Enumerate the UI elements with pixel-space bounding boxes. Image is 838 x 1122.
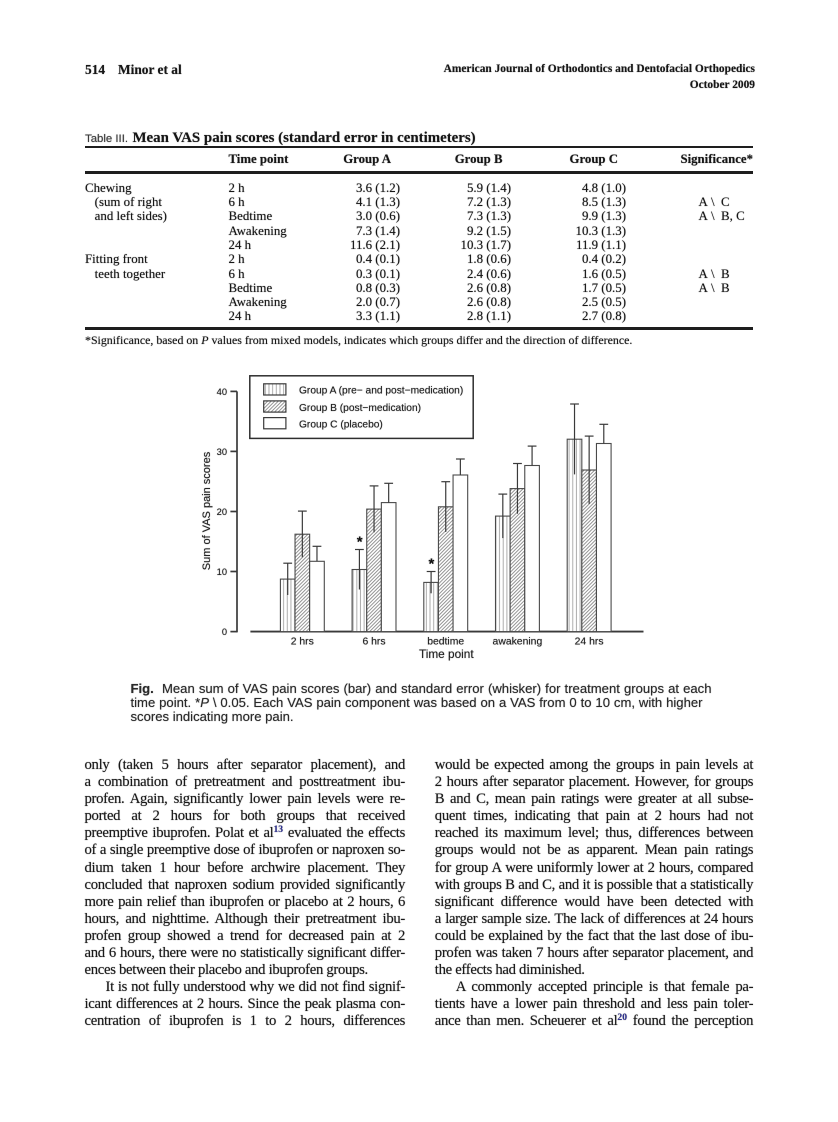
svg-text:Sum of VAS pain scores: Sum of VAS pain scores — [201, 451, 213, 570]
svg-text:20: 20 — [217, 507, 227, 517]
svg-text:bedtime: bedtime — [427, 637, 464, 648]
svg-text:*: * — [357, 534, 363, 551]
svg-text:0: 0 — [222, 627, 227, 637]
svg-text:Group C (placebo): Group C (placebo) — [299, 420, 383, 431]
svg-text:24 hrs: 24 hrs — [575, 637, 604, 648]
svg-text:Group B (post−medication): Group B (post−medication) — [299, 403, 421, 414]
svg-text:30: 30 — [217, 447, 227, 457]
svg-text:*: * — [428, 556, 434, 573]
svg-text:10: 10 — [217, 567, 227, 577]
svg-text:awakening: awakening — [493, 637, 543, 648]
svg-text:6 hrs: 6 hrs — [362, 637, 385, 648]
svg-text:2 hrs: 2 hrs — [291, 637, 314, 648]
svg-text:Time point: Time point — [419, 647, 474, 661]
svg-text:40: 40 — [217, 387, 227, 397]
svg-text:Group A (pre− and post−medicat: Group A (pre− and post−medication) — [299, 386, 463, 397]
